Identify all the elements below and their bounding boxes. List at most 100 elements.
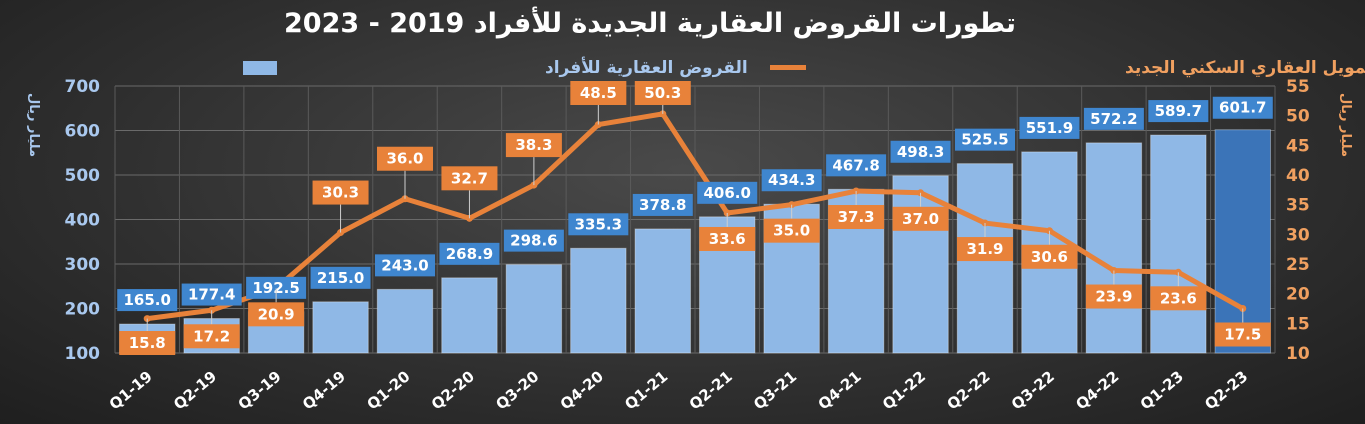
bar-value-label: 551.9 — [1026, 119, 1073, 137]
bar — [376, 288, 434, 354]
right-tick-label: 55 — [1286, 77, 1310, 97]
x-tick-label: Q2-19 — [170, 367, 220, 413]
bar-value-label-box — [890, 140, 951, 163]
x-tick-label: Q4-22 — [1072, 367, 1122, 413]
legend-bar-swatch — [243, 61, 277, 75]
grid — [114, 85, 1276, 354]
left-tick-label: 200 — [65, 300, 101, 320]
bar-value-label-box — [826, 154, 887, 177]
right-axis-unit: مليار ريال — [1338, 93, 1353, 157]
legend-bar-label: القروض العقارية للأفراد — [545, 57, 748, 78]
bar — [312, 301, 369, 354]
x-tick-label: Q1-20 — [363, 367, 413, 413]
line-value-label: 17.5 — [1224, 326, 1261, 344]
right-tick-label: 15 — [1286, 314, 1310, 334]
line-value-label-box — [377, 146, 433, 171]
line-value-label-box — [441, 166, 498, 191]
bar-value-label: 268.9 — [446, 245, 493, 263]
bar — [634, 228, 691, 354]
line-value-label: 38.3 — [515, 136, 552, 154]
right-tick-label: 35 — [1286, 196, 1310, 216]
legend-line-label: التمويل العقاري السكني الجديد — [1125, 58, 1365, 78]
x-tick-label: Q3-22 — [1008, 367, 1058, 413]
bar-value-label: 192.5 — [252, 279, 299, 297]
bar-value-label-box — [503, 229, 564, 252]
x-tick-label: Q2-22 — [943, 367, 993, 413]
bar-value-label-box — [761, 169, 822, 192]
line-value-label: 37.3 — [838, 208, 875, 226]
line-value-label: 50.3 — [644, 84, 681, 102]
bar-value-label: 434.3 — [768, 171, 815, 189]
left-axis-unit: مليار ريال — [26, 93, 41, 157]
x-tick-label: Q3-20 — [492, 367, 542, 413]
line-value-label: 17.2 — [193, 327, 230, 345]
line-value-label-box — [699, 226, 756, 251]
bar-series — [119, 129, 1271, 354]
bar-value-label: 525.5 — [961, 131, 1008, 149]
chart-title: تطورات القروض العقارية الجديدة للأفراد 2… — [284, 6, 1016, 39]
line-value-label-box — [1021, 244, 1078, 269]
bar-value-label: 298.6 — [510, 232, 557, 250]
line-value-label: 48.5 — [580, 84, 617, 102]
bar-value-label-box — [1212, 96, 1273, 119]
left-tick-label: 300 — [65, 255, 101, 275]
bar-value-label: 467.8 — [832, 156, 879, 174]
left-tick-label: 700 — [65, 77, 101, 97]
x-tick-label: Q3-21 — [750, 367, 800, 413]
line-value-label-box — [570, 81, 627, 105]
line-value-label-box — [828, 205, 885, 230]
x-tick-label: Q2-21 — [686, 367, 736, 413]
right-tick-label: 45 — [1286, 136, 1310, 156]
bar — [441, 277, 498, 354]
data-labels: 165.0 177.4 192.5 215.0 243.0 268.9 298.6 335.3… — [117, 81, 1273, 355]
line-value-label-box — [1150, 286, 1207, 311]
line-value-label: 31.9 — [966, 240, 1003, 258]
line-value-label-box — [119, 331, 176, 355]
line-value-label-box — [183, 324, 240, 349]
line-value-label-box — [892, 206, 949, 231]
bar-value-label: 601.7 — [1219, 99, 1266, 117]
bar-value-label-box — [181, 283, 242, 306]
bar — [505, 264, 563, 354]
bar-value-label-box — [117, 289, 178, 312]
line-value-label: 30.3 — [322, 184, 359, 202]
bar — [1150, 134, 1207, 354]
bar-value-label: 215.0 — [317, 269, 364, 287]
right-tick-label: 10 — [1286, 344, 1310, 364]
line-value-label-box — [634, 81, 691, 105]
right-tick-label: 20 — [1286, 285, 1310, 305]
line-value-label: 23.6 — [1160, 289, 1197, 307]
x-tick-label: Q1-21 — [621, 367, 671, 413]
left-tick-label: 100 — [65, 344, 101, 364]
left-tick-label: 400 — [65, 211, 101, 231]
bar-value-label: 572.2 — [1090, 110, 1137, 128]
bar-value-label: 335.3 — [575, 215, 622, 233]
x-tick-label: Q2-20 — [428, 367, 478, 413]
legend: القروض العقارية للأفراد التمويل العقاري … — [243, 57, 1365, 78]
bar-value-label: 378.8 — [639, 196, 686, 214]
bar-value-label: 498.3 — [897, 143, 944, 161]
line-value-label: 30.6 — [1031, 248, 1068, 266]
bar-value-label-box — [246, 276, 307, 299]
right-tick-label: 25 — [1286, 255, 1310, 275]
bar-value-label-box — [1019, 116, 1080, 139]
line-value-label-box — [763, 218, 820, 243]
line-value-label-box — [312, 180, 369, 205]
x-tick-label: Q4-20 — [557, 367, 607, 413]
x-tick-label: Q2-23 — [1201, 367, 1251, 413]
line-value-label: 23.9 — [1095, 288, 1132, 306]
bar-value-label: 243.0 — [381, 256, 428, 274]
bar-value-label-box — [632, 193, 693, 216]
line-value-label: 32.7 — [451, 169, 488, 187]
left-tick-label: 600 — [65, 122, 101, 142]
bar-value-label: 406.0 — [703, 184, 750, 202]
bar-value-label: 589.7 — [1155, 102, 1202, 120]
right-tick-label: 40 — [1286, 166, 1310, 186]
line-value-label: 37.0 — [902, 210, 939, 228]
bar-value-label: 165.0 — [123, 291, 170, 309]
bar-value-label-box — [1148, 100, 1209, 123]
line-value-label: 33.6 — [709, 230, 746, 248]
line-value-label-box — [1214, 322, 1271, 347]
line-value-label: 15.8 — [129, 334, 166, 352]
